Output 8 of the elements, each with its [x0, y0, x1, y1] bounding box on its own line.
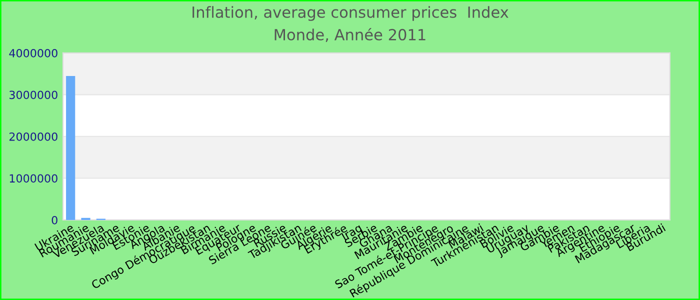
- chart-subtitle: Monde, Année 2011: [274, 28, 426, 42]
- bar: [66, 76, 76, 220]
- y-tick-label: 0: [52, 216, 58, 224]
- y-tick-label: 2000000: [9, 132, 58, 141]
- y-tick-label: 4000000: [9, 48, 58, 58]
- y-tick-label: 1000000: [10, 174, 58, 183]
- chart-title: Inflation, average consumer prices Index: [192, 6, 508, 21]
- y-tick-label: 3000000: [10, 90, 58, 100]
